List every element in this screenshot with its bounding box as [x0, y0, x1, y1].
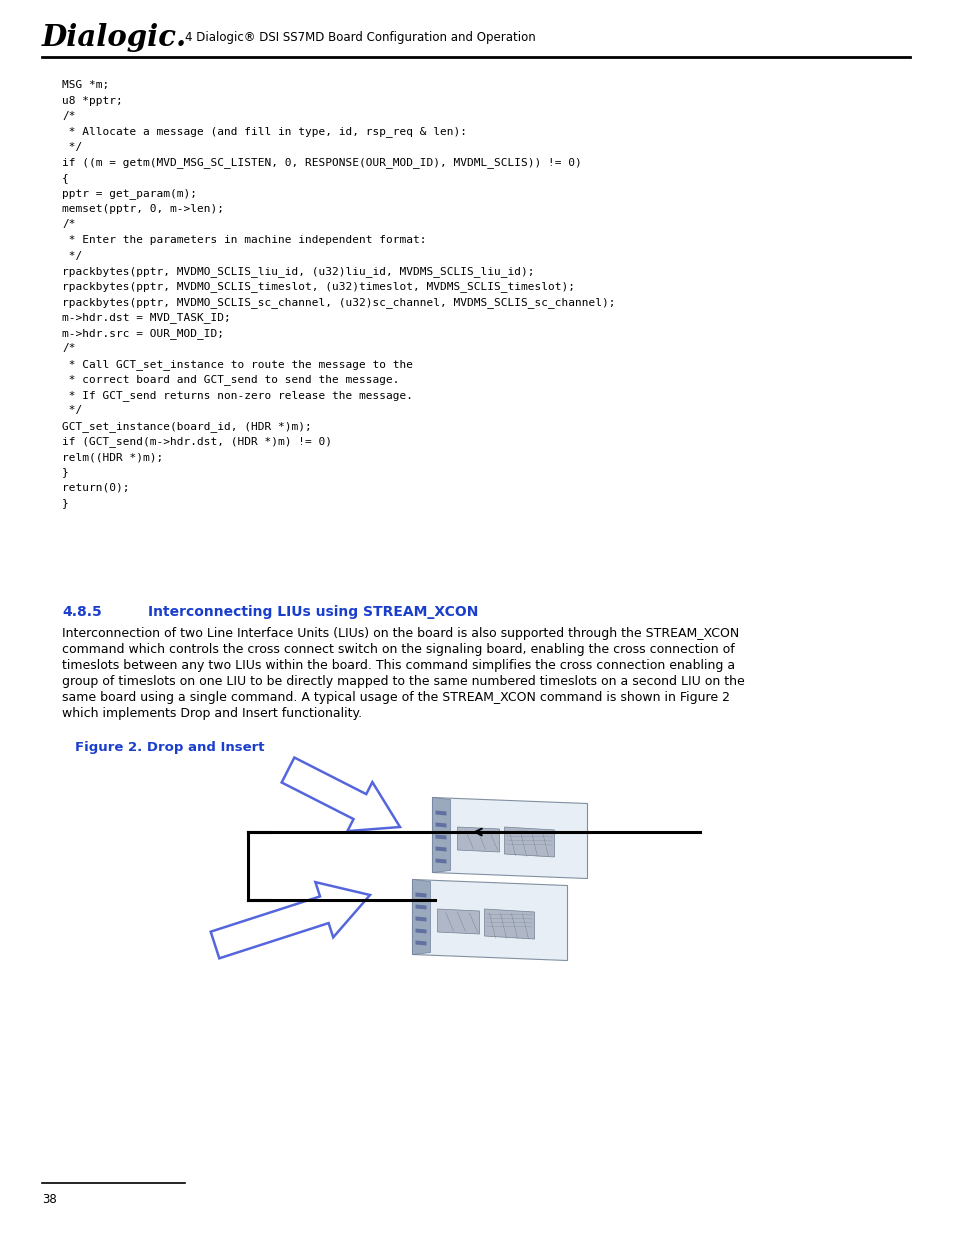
- Polygon shape: [432, 798, 587, 878]
- Polygon shape: [504, 827, 554, 857]
- Text: */: */: [62, 405, 82, 415]
- Polygon shape: [435, 810, 446, 815]
- Polygon shape: [412, 879, 567, 961]
- Text: {: {: [62, 173, 69, 183]
- Text: timeslots between any two LIUs within the board. This command simplifies the cro: timeslots between any two LIUs within th…: [62, 659, 735, 672]
- Text: MSG *m;: MSG *m;: [62, 80, 110, 90]
- Polygon shape: [435, 858, 446, 863]
- Polygon shape: [412, 879, 430, 955]
- Text: }: }: [62, 468, 69, 478]
- Text: 4 Dialogic® DSI SS7MD Board Configuration and Operation: 4 Dialogic® DSI SS7MD Board Configuratio…: [185, 31, 536, 43]
- Text: * If GCT_send returns non-zero release the message.: * If GCT_send returns non-zero release t…: [62, 390, 413, 401]
- Text: relm((HDR *)m);: relm((HDR *)m);: [62, 452, 163, 462]
- Text: * Call GCT_set_instance to route the message to the: * Call GCT_set_instance to route the mes…: [62, 359, 413, 370]
- Text: rpackbytes(pptr, MVDMO_SCLIS_liu_id, (u32)liu_id, MVDMS_SCLIS_liu_id);: rpackbytes(pptr, MVDMO_SCLIS_liu_id, (u3…: [62, 266, 534, 277]
- Text: /*: /*: [62, 111, 75, 121]
- Text: m->hdr.dst = MVD_TASK_ID;: m->hdr.dst = MVD_TASK_ID;: [62, 312, 231, 324]
- Text: which implements Drop and Insert functionality.: which implements Drop and Insert functio…: [62, 706, 362, 720]
- Polygon shape: [416, 904, 426, 909]
- Text: if ((m = getm(MVD_MSG_SC_LISTEN, 0, RESPONSE(OUR_MOD_ID), MVDML_SCLIS)) != 0): if ((m = getm(MVD_MSG_SC_LISTEN, 0, RESP…: [62, 158, 581, 168]
- Text: 38: 38: [42, 1193, 56, 1207]
- Text: rpackbytes(pptr, MVDMO_SCLIS_sc_channel, (u32)sc_channel, MVDMS_SCLIS_sc_channel: rpackbytes(pptr, MVDMO_SCLIS_sc_channel,…: [62, 296, 615, 308]
- Text: */: */: [62, 251, 82, 261]
- Polygon shape: [435, 835, 446, 840]
- Text: * correct board and GCT_send to send the message.: * correct board and GCT_send to send the…: [62, 374, 399, 385]
- Polygon shape: [416, 916, 426, 921]
- Text: Interconnecting LIUs using STREAM_XCON: Interconnecting LIUs using STREAM_XCON: [148, 605, 477, 619]
- Text: * Allocate a message (and fill in type, id, rsp_req & len):: * Allocate a message (and fill in type, …: [62, 126, 467, 137]
- Polygon shape: [435, 846, 446, 851]
- Text: return(0);: return(0);: [62, 483, 130, 493]
- Text: pptr = get_param(m);: pptr = get_param(m);: [62, 189, 196, 199]
- Polygon shape: [435, 823, 446, 827]
- Text: m->hdr.src = OUR_MOD_ID;: m->hdr.src = OUR_MOD_ID;: [62, 329, 224, 338]
- Text: Dialogic.: Dialogic.: [42, 22, 187, 52]
- Polygon shape: [281, 757, 399, 831]
- Text: /*: /*: [62, 343, 75, 353]
- Text: command which controls the cross connect switch on the signaling board, enabling: command which controls the cross connect…: [62, 643, 734, 656]
- Text: rpackbytes(pptr, MVDMO_SCLIS_timeslot, (u32)timeslot, MVDMS_SCLIS_timeslot);: rpackbytes(pptr, MVDMO_SCLIS_timeslot, (…: [62, 282, 575, 293]
- Text: */: */: [62, 142, 82, 152]
- Polygon shape: [416, 929, 426, 934]
- Text: GCT_set_instance(board_id, (HDR *)m);: GCT_set_instance(board_id, (HDR *)m);: [62, 421, 312, 432]
- Polygon shape: [416, 893, 426, 898]
- Text: /*: /*: [62, 220, 75, 230]
- Text: }: }: [62, 499, 69, 509]
- Polygon shape: [437, 909, 479, 934]
- Text: * Enter the parameters in machine independent format:: * Enter the parameters in machine indepe…: [62, 235, 426, 245]
- Text: memset(pptr, 0, m->len);: memset(pptr, 0, m->len);: [62, 204, 224, 214]
- Text: same board using a single command. A typical usage of the STREAM_XCON command is: same board using a single command. A typ…: [62, 692, 729, 704]
- Text: group of timeslots on one LIU to be directly mapped to the same numbered timeslo: group of timeslots on one LIU to be dire…: [62, 676, 744, 688]
- Polygon shape: [416, 941, 426, 946]
- Text: Figure 2. Drop and Insert: Figure 2. Drop and Insert: [75, 741, 264, 755]
- Polygon shape: [211, 882, 370, 958]
- Polygon shape: [484, 909, 534, 939]
- Polygon shape: [457, 827, 499, 852]
- Text: 4.8.5: 4.8.5: [62, 605, 102, 619]
- Text: if (GCT_send(m->hdr.dst, (HDR *)m) != 0): if (GCT_send(m->hdr.dst, (HDR *)m) != 0): [62, 436, 332, 447]
- Polygon shape: [432, 798, 450, 872]
- Text: Interconnection of two Line Interface Units (LIUs) on the board is also supporte: Interconnection of two Line Interface Un…: [62, 627, 739, 640]
- Text: u8 *pptr;: u8 *pptr;: [62, 95, 123, 105]
